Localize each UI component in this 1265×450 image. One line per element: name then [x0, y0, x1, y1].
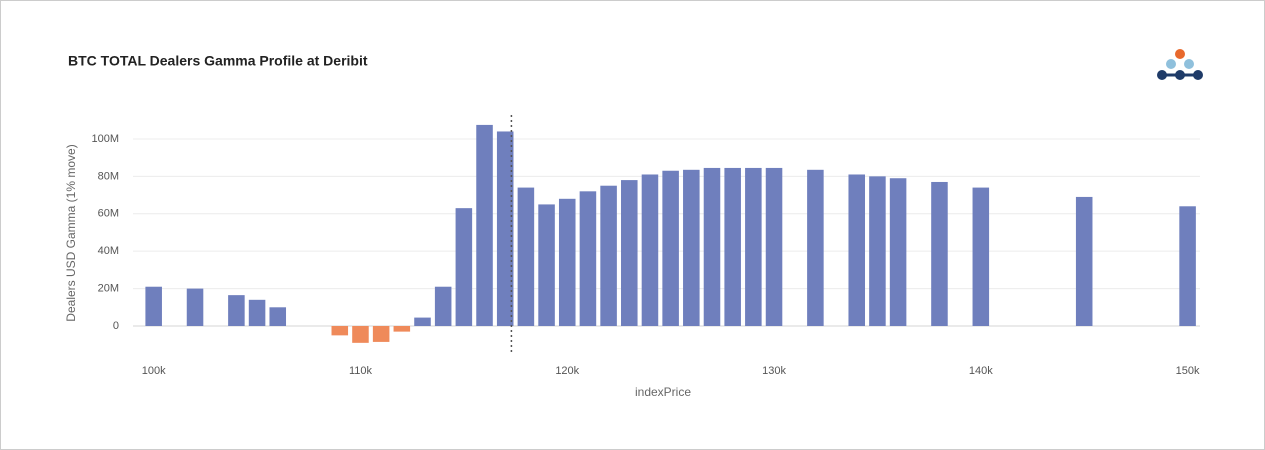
bar — [372, 326, 390, 342]
bar — [352, 326, 369, 343]
bar — [331, 326, 349, 336]
bar — [765, 167, 783, 327]
bar — [807, 169, 824, 327]
bar — [455, 208, 473, 327]
y-tick-label: 40M — [98, 245, 119, 257]
x-tick-label: 150k — [1176, 365, 1200, 377]
bar — [931, 181, 948, 327]
bar — [496, 131, 514, 327]
bar — [145, 286, 162, 327]
bar — [434, 286, 452, 327]
bar — [641, 174, 659, 327]
x-tick-label: 130k — [762, 365, 786, 377]
bar — [724, 167, 741, 327]
bar — [869, 176, 886, 327]
bar — [186, 288, 204, 327]
y-tick-label: 0 — [113, 320, 119, 332]
bar — [517, 187, 535, 327]
bar — [248, 299, 266, 327]
bar — [228, 295, 245, 327]
bar — [703, 167, 721, 327]
y-tick-label: 20M — [98, 282, 119, 294]
logo — [1157, 49, 1203, 80]
bar — [662, 170, 679, 327]
bar — [621, 180, 638, 327]
bar — [393, 326, 411, 332]
bar — [600, 185, 617, 327]
bar — [683, 169, 700, 327]
bar — [889, 178, 907, 327]
bar — [579, 191, 597, 327]
bar — [414, 317, 431, 327]
y-axis-title: Dealers USD Gamma (1% move) — [64, 144, 78, 321]
chart-title: BTC TOTAL Dealers Gamma Profile at Derib… — [68, 53, 368, 69]
y-tick-label: 60M — [98, 208, 119, 220]
bar — [848, 174, 866, 327]
bar — [476, 124, 493, 327]
bar — [972, 187, 990, 327]
x-tick-label: 140k — [969, 365, 993, 377]
bar — [1179, 206, 1196, 327]
x-tick-label: 120k — [555, 365, 579, 377]
bar — [538, 204, 555, 327]
bar — [745, 167, 762, 327]
y-tick-label: 100M — [91, 133, 119, 145]
x-axis-title: indexPrice — [635, 385, 691, 399]
bar — [1075, 196, 1093, 327]
x-tick-label: 100k — [142, 365, 166, 377]
bar — [558, 198, 576, 327]
y-tick-label: 80M — [98, 170, 119, 182]
bar — [269, 307, 287, 327]
x-tick-label: 110k — [349, 365, 373, 377]
